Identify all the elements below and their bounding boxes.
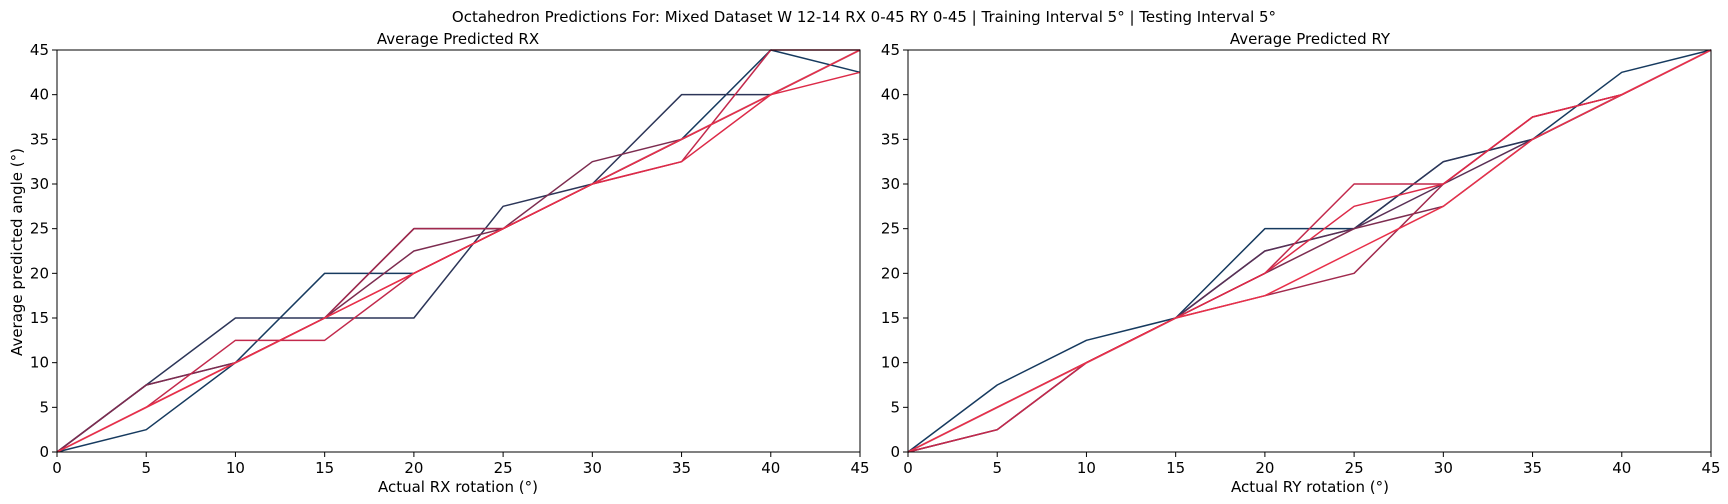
y-tick-label-ry: 25 [881, 220, 900, 238]
series-line-rx-8 [56, 49, 861, 453]
plot-area-ry: 0 5 10 15 20 25 30 35 40 45 0 5 10 15 20 25 30 35 40 45 [881, 41, 1721, 477]
x-tick-label-rx: 20 [404, 459, 423, 477]
x-tick-label-rx: 30 [583, 459, 602, 477]
y-tick-label-rx: 5 [39, 398, 49, 416]
plot-area-rx: 0 5 10 15 20 25 30 35 40 45 0 5 10 15 20 25 30 35 40 45 [30, 41, 870, 477]
x-tick-label-rx: 5 [141, 459, 151, 477]
series-line-ry-8 [907, 49, 1712, 453]
figure-suptitle: Octahedron Predictions For: Mixed Datase… [452, 8, 1276, 26]
y-tick-label-ry: 10 [881, 354, 900, 372]
y-tick-label-ry: 30 [881, 175, 900, 193]
x-tick-label-ry: 30 [1434, 459, 1453, 477]
y-tick-label-rx: 20 [30, 264, 49, 282]
x-tick-label-ry: 45 [1701, 459, 1720, 477]
series-line-rx-2 [56, 49, 861, 453]
chart-panel-ry: Average Predicted RY Actual RY rotation … [881, 30, 1721, 496]
y-tick-label-rx: 45 [30, 41, 49, 59]
x-tick-label-rx: 0 [52, 459, 62, 477]
chart-panel-rx: Average Predicted RX Actual RX rotation … [8, 30, 870, 496]
y-tick-label-rx: 15 [30, 309, 49, 327]
x-tick-label-ry: 35 [1523, 459, 1542, 477]
x-tick-label-ry: 40 [1612, 459, 1631, 477]
y-tick-label-ry: 0 [890, 443, 900, 461]
y-tick-label-rx: 25 [30, 220, 49, 238]
y-tick-label-ry: 5 [890, 398, 900, 416]
x-tick-label-rx: 40 [761, 459, 780, 477]
y-tick-label-rx: 35 [30, 130, 49, 148]
chart-title-rx: Average Predicted RX [377, 30, 539, 48]
x-tick-label-rx: 35 [672, 459, 691, 477]
x-tick-label-ry: 25 [1345, 459, 1364, 477]
axes-frame-ry [907, 49, 1712, 453]
x-tick-label-ry: 5 [992, 459, 1002, 477]
axes-frame-rx [56, 49, 861, 453]
y-tick-label-rx: 0 [39, 443, 49, 461]
x-tick-label-rx: 10 [226, 459, 245, 477]
chart-title-ry: Average Predicted RY [1230, 30, 1391, 48]
x-tick-label-rx: 45 [850, 459, 869, 477]
y-tick-label-rx: 40 [30, 86, 49, 104]
x-tick-label-ry: 10 [1077, 459, 1096, 477]
x-tick-label-rx: 15 [315, 459, 334, 477]
y-tick-label-rx: 10 [30, 354, 49, 372]
x-tick-label-ry: 20 [1255, 459, 1274, 477]
y-tick-label-ry: 35 [881, 130, 900, 148]
x-tick-label-rx: 25 [494, 459, 513, 477]
x-axis-label-ry: Actual RY rotation (°) [1231, 478, 1389, 496]
y-tick-label-ry: 45 [881, 41, 900, 59]
y-tick-label-ry: 40 [881, 86, 900, 104]
y-tick-label-rx: 30 [30, 175, 49, 193]
y-tick-label-ry: 15 [881, 309, 900, 327]
x-axis-label-rx: Actual RX rotation (°) [378, 478, 538, 496]
x-tick-label-ry: 0 [903, 459, 913, 477]
y-axis-label-rx: Average predicted angle (°) [8, 148, 26, 356]
y-tick-label-ry: 20 [881, 264, 900, 282]
x-tick-label-ry: 15 [1166, 459, 1185, 477]
